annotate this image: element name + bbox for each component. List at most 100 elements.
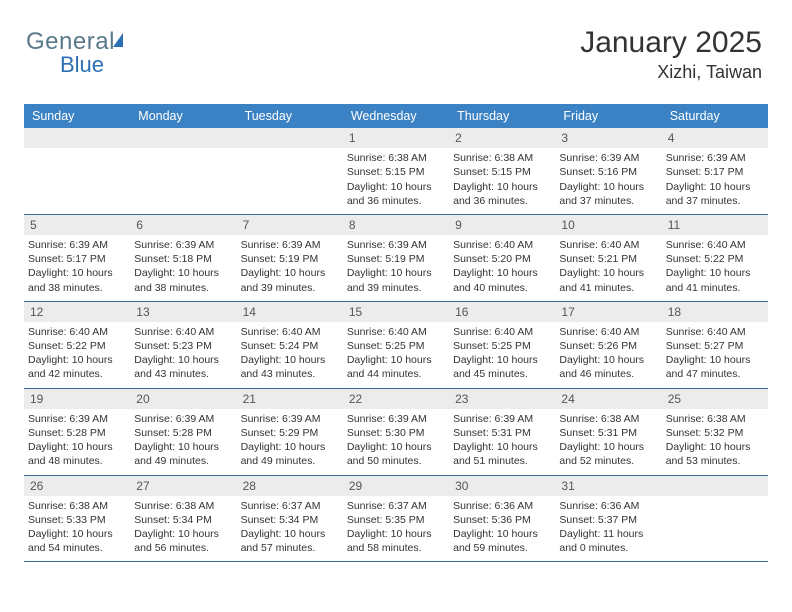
weekday-header: Sunday <box>24 104 130 128</box>
day-body: Sunrise: 6:39 AMSunset: 5:17 PMDaylight:… <box>662 148 768 214</box>
day-body: Sunrise: 6:39 AMSunset: 5:28 PMDaylight:… <box>24 409 130 475</box>
day-cell <box>24 128 130 215</box>
day-cell: 17Sunrise: 6:40 AMSunset: 5:26 PMDayligh… <box>555 302 661 389</box>
day-body: Sunrise: 6:40 AMSunset: 5:22 PMDaylight:… <box>24 322 130 388</box>
sunrise-line: Sunrise: 6:39 AM <box>666 151 764 165</box>
sunrise-line: Sunrise: 6:40 AM <box>241 325 339 339</box>
daylight-line-2: and 40 minutes. <box>453 281 551 295</box>
day-number: 11 <box>662 215 768 235</box>
sunset-line: Sunset: 5:16 PM <box>559 165 657 179</box>
sunrise-line: Sunrise: 6:39 AM <box>28 412 126 426</box>
daylight-line-1: Daylight: 10 hours <box>453 353 551 367</box>
day-cell: 24Sunrise: 6:38 AMSunset: 5:31 PMDayligh… <box>555 389 661 476</box>
day-body: Sunrise: 6:39 AMSunset: 5:17 PMDaylight:… <box>24 235 130 301</box>
day-number: 13 <box>130 302 236 322</box>
day-cell: 19Sunrise: 6:39 AMSunset: 5:28 PMDayligh… <box>24 389 130 476</box>
day-cell: 18Sunrise: 6:40 AMSunset: 5:27 PMDayligh… <box>662 302 768 389</box>
sunset-line: Sunset: 5:36 PM <box>453 513 551 527</box>
daylight-line-2: and 0 minutes. <box>559 541 657 555</box>
sunrise-line: Sunrise: 6:37 AM <box>241 499 339 513</box>
sunrise-line: Sunrise: 6:39 AM <box>347 238 445 252</box>
day-cell: 1Sunrise: 6:38 AMSunset: 5:15 PMDaylight… <box>343 128 449 215</box>
sunset-line: Sunset: 5:20 PM <box>453 252 551 266</box>
sunset-line: Sunset: 5:15 PM <box>453 165 551 179</box>
day-number: 2 <box>449 128 555 148</box>
sunrise-line: Sunrise: 6:38 AM <box>559 412 657 426</box>
day-body: Sunrise: 6:39 AMSunset: 5:29 PMDaylight:… <box>237 409 343 475</box>
daylight-line-1: Daylight: 10 hours <box>453 527 551 541</box>
day-body: Sunrise: 6:39 AMSunset: 5:31 PMDaylight:… <box>449 409 555 475</box>
sunset-line: Sunset: 5:24 PM <box>241 339 339 353</box>
day-number: 12 <box>24 302 130 322</box>
location-label: Xizhi, Taiwan <box>657 62 762 83</box>
day-cell: 12Sunrise: 6:40 AMSunset: 5:22 PMDayligh… <box>24 302 130 389</box>
day-number: 15 <box>343 302 449 322</box>
day-body: Sunrise: 6:38 AMSunset: 5:34 PMDaylight:… <box>130 496 236 562</box>
sunset-line: Sunset: 5:18 PM <box>134 252 232 266</box>
day-number: 14 <box>237 302 343 322</box>
day-number: 4 <box>662 128 768 148</box>
day-number-empty <box>130 128 236 148</box>
daylight-line-1: Daylight: 10 hours <box>28 266 126 280</box>
sunrise-line: Sunrise: 6:39 AM <box>347 412 445 426</box>
daylight-line-1: Daylight: 10 hours <box>453 180 551 194</box>
sail-icon <box>113 33 123 47</box>
daylight-line-2: and 36 minutes. <box>347 194 445 208</box>
day-cell: 4Sunrise: 6:39 AMSunset: 5:17 PMDaylight… <box>662 128 768 215</box>
sunset-line: Sunset: 5:37 PM <box>559 513 657 527</box>
day-body: Sunrise: 6:39 AMSunset: 5:19 PMDaylight:… <box>343 235 449 301</box>
day-number: 10 <box>555 215 661 235</box>
sunrise-line: Sunrise: 6:36 AM <box>453 499 551 513</box>
day-number: 8 <box>343 215 449 235</box>
daylight-line-1: Daylight: 10 hours <box>453 266 551 280</box>
sunrise-line: Sunrise: 6:38 AM <box>134 499 232 513</box>
day-cell: 28Sunrise: 6:37 AMSunset: 5:34 PMDayligh… <box>237 476 343 563</box>
daylight-line-1: Daylight: 10 hours <box>559 180 657 194</box>
daylight-line-1: Daylight: 10 hours <box>666 353 764 367</box>
page-title: January 2025 <box>580 26 762 60</box>
sunset-line: Sunset: 5:31 PM <box>559 426 657 440</box>
daylight-line-2: and 44 minutes. <box>347 367 445 381</box>
daylight-line-1: Daylight: 10 hours <box>28 353 126 367</box>
day-cell: 3Sunrise: 6:39 AMSunset: 5:16 PMDaylight… <box>555 128 661 215</box>
sunset-line: Sunset: 5:17 PM <box>666 165 764 179</box>
week-row: 19Sunrise: 6:39 AMSunset: 5:28 PMDayligh… <box>24 389 768 476</box>
daylight-line-1: Daylight: 10 hours <box>28 440 126 454</box>
sunset-line: Sunset: 5:22 PM <box>666 252 764 266</box>
day-cell <box>237 128 343 215</box>
sunrise-line: Sunrise: 6:39 AM <box>453 412 551 426</box>
daylight-line-2: and 46 minutes. <box>559 367 657 381</box>
calendar: SundayMondayTuesdayWednesdayThursdayFrid… <box>24 104 768 562</box>
sunrise-line: Sunrise: 6:40 AM <box>134 325 232 339</box>
sunrise-line: Sunrise: 6:40 AM <box>347 325 445 339</box>
day-body: Sunrise: 6:36 AMSunset: 5:36 PMDaylight:… <box>449 496 555 562</box>
day-cell: 8Sunrise: 6:39 AMSunset: 5:19 PMDaylight… <box>343 215 449 302</box>
sunset-line: Sunset: 5:15 PM <box>347 165 445 179</box>
sunrise-line: Sunrise: 6:37 AM <box>347 499 445 513</box>
day-body: Sunrise: 6:39 AMSunset: 5:30 PMDaylight:… <box>343 409 449 475</box>
daylight-line-1: Daylight: 10 hours <box>347 353 445 367</box>
sunrise-line: Sunrise: 6:39 AM <box>241 412 339 426</box>
calendar-header-row: SundayMondayTuesdayWednesdayThursdayFrid… <box>24 104 768 128</box>
day-number: 20 <box>130 389 236 409</box>
daylight-line-1: Daylight: 10 hours <box>134 353 232 367</box>
sunset-line: Sunset: 5:28 PM <box>28 426 126 440</box>
day-cell: 15Sunrise: 6:40 AMSunset: 5:25 PMDayligh… <box>343 302 449 389</box>
day-body: Sunrise: 6:37 AMSunset: 5:34 PMDaylight:… <box>237 496 343 562</box>
day-body: Sunrise: 6:38 AMSunset: 5:15 PMDaylight:… <box>449 148 555 214</box>
day-body: Sunrise: 6:39 AMSunset: 5:16 PMDaylight:… <box>555 148 661 214</box>
day-cell: 27Sunrise: 6:38 AMSunset: 5:34 PMDayligh… <box>130 476 236 563</box>
daylight-line-1: Daylight: 10 hours <box>241 527 339 541</box>
sunset-line: Sunset: 5:22 PM <box>28 339 126 353</box>
day-cell: 26Sunrise: 6:38 AMSunset: 5:33 PMDayligh… <box>24 476 130 563</box>
day-cell <box>130 128 236 215</box>
calendar-body: 1Sunrise: 6:38 AMSunset: 5:15 PMDaylight… <box>24 128 768 562</box>
daylight-line-1: Daylight: 10 hours <box>347 527 445 541</box>
daylight-line-1: Daylight: 10 hours <box>453 440 551 454</box>
day-body: Sunrise: 6:40 AMSunset: 5:22 PMDaylight:… <box>662 235 768 301</box>
sunset-line: Sunset: 5:26 PM <box>559 339 657 353</box>
sunrise-line: Sunrise: 6:38 AM <box>347 151 445 165</box>
day-cell: 11Sunrise: 6:40 AMSunset: 5:22 PMDayligh… <box>662 215 768 302</box>
day-number: 23 <box>449 389 555 409</box>
day-number: 3 <box>555 128 661 148</box>
